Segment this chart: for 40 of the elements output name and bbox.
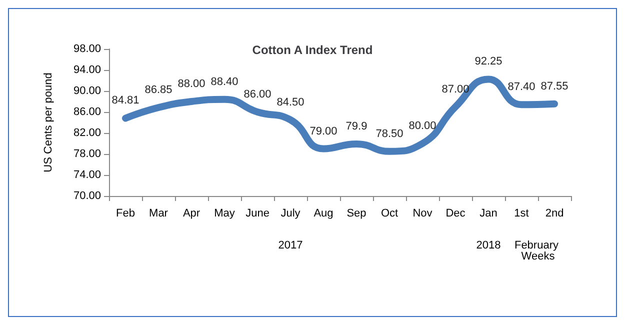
y-tick-label: 78.00 [73, 148, 101, 160]
chart-title: Cotton A Index Trend [252, 43, 373, 57]
x-tick-label: Feb [116, 208, 135, 220]
y-tick-label: 94.00 [73, 64, 101, 76]
data-label: 84.81 [112, 94, 140, 107]
x-tick-label: 2nd [545, 208, 564, 220]
x-tick-label: Sep [346, 208, 366, 220]
text: 2017 [278, 240, 303, 252]
x-tick-label: Aug [314, 208, 334, 220]
x-tick-label: Oct [380, 208, 398, 220]
x-tick-label: Jan [480, 208, 498, 220]
x-tick-label: Mar [149, 208, 168, 220]
x-tick-label: May [214, 208, 236, 220]
data-label: 79.9 [346, 120, 368, 133]
x-tick-label: July [280, 208, 301, 220]
data-label: 87.40 [508, 81, 536, 94]
y-tick-label: 70.00 [73, 190, 101, 202]
text: February Weeks [514, 240, 562, 262]
y-tick-label: 98.00 [73, 43, 101, 55]
data-label: 80.00 [408, 120, 436, 132]
x-tick-label: Apr [182, 208, 200, 220]
data-label: 88.40 [210, 76, 238, 88]
data-label: 86.85 [144, 84, 172, 96]
x-tick-label: Nov [412, 208, 433, 220]
y-axis-title: US Cents per pound [42, 72, 54, 172]
text: 2018 [476, 240, 501, 252]
data-label: 92.25 [474, 56, 502, 68]
x-tick-label: June [246, 208, 270, 220]
data-label: 84.50 [276, 96, 304, 108]
x-tick-label: 1st [514, 208, 529, 220]
data-label: 79.00 [310, 125, 338, 138]
y-tick-label: 90.00 [73, 85, 101, 97]
y-tick-label: 82.00 [73, 127, 101, 139]
x-tick-label: Dec [446, 208, 466, 220]
y-tick-label: 86.00 [73, 106, 101, 118]
y-tick-label: 74.00 [73, 169, 101, 181]
data-label: 86.00 [244, 88, 272, 100]
data-label: 87.55 [540, 80, 568, 92]
data-label: 88.00 [178, 78, 206, 90]
data-label: 78.50 [376, 128, 404, 140]
